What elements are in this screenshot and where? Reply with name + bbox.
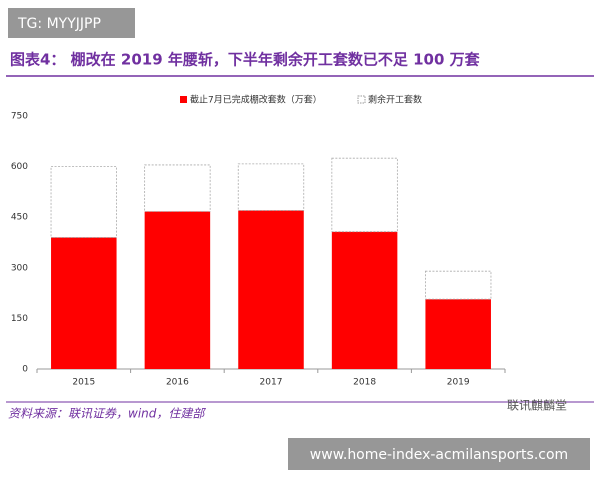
chart-title: 图表4： 棚改在 2019 年腰斩，下半年剩余开工套数已不足 100 万套 <box>10 51 481 69</box>
x-tick-label: 2019 <box>447 378 470 388</box>
y-tick-label: 750 <box>11 112 28 122</box>
bar-segment <box>51 237 117 369</box>
x-tick-label: 2016 <box>166 378 189 388</box>
y-tick-label: 450 <box>11 213 28 223</box>
legend-label: 剩余开工套数 <box>368 94 422 106</box>
x-tick-label: 2015 <box>72 378 95 388</box>
watermark: 联讯麒麟堂 <box>507 398 567 413</box>
bar-segment <box>331 157 398 233</box>
footer-box <box>288 438 590 470</box>
bar-segment <box>237 163 305 211</box>
footer-url: www.home-index-acmilansports.com <box>310 447 568 463</box>
legend-swatch <box>357 95 366 104</box>
badge-text: TG: MYYJJPP <box>17 16 101 32</box>
badge-box <box>8 8 135 38</box>
bar-segment <box>425 299 491 369</box>
plot: 0 150 300 450 600 750 截止7月已完成棚改套数（万套） 剩余开工套数 201… <box>11 94 506 388</box>
bar-segment <box>50 166 117 238</box>
legend-label: 截止7月已完成棚改套数（万套） <box>190 94 322 106</box>
source-note: 资料来源：联讯证券，wind，住建部 <box>8 407 206 421</box>
bar-segment <box>144 164 211 212</box>
bar-segment <box>144 211 211 369</box>
legend-swatch <box>180 96 187 103</box>
bar-segment <box>238 210 304 369</box>
bar-segment <box>331 231 398 369</box>
x-tick-label: 2018 <box>353 378 376 388</box>
y-tick-label: 150 <box>11 314 28 324</box>
bar-segment <box>425 270 492 300</box>
y-tick-label: 300 <box>11 263 28 273</box>
y-tick-label: 0 <box>22 365 28 375</box>
y-tick-label: 600 <box>11 162 28 172</box>
x-tick-label: 2017 <box>260 378 283 388</box>
